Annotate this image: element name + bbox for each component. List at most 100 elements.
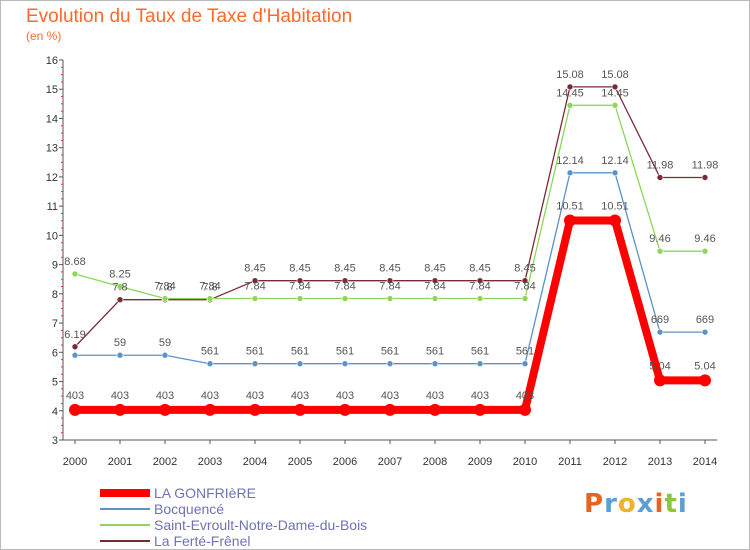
data-label: 8.45 [424,263,445,275]
x-tick-label: 2005 [288,456,312,468]
logo-letter: i [677,489,688,519]
data-point [249,403,261,416]
data-label: 403 [111,390,129,402]
data-label: 5.04 [694,360,715,372]
legend-swatch [100,489,150,497]
legend-label: La Ferté-Frênel [154,533,251,549]
data-point [701,328,709,336]
data-label: 9.46 [649,233,670,245]
y-tick-label: 8 [52,289,58,301]
data-point [71,343,79,351]
y-tick-label: 9 [52,260,58,272]
data-label: 8.45 [379,263,400,275]
legend-swatch [100,524,150,526]
data-label: 5.04 [649,360,670,372]
data-label: 561 [471,346,489,358]
data-label: 403 [156,390,174,402]
data-point [251,295,259,302]
data-point [431,277,439,284]
y-tick-label: 16 [46,55,58,67]
data-point [656,247,664,255]
data-point [161,351,169,359]
y-tick-label: 12 [46,172,58,184]
data-point [611,169,619,177]
x-tick-label: 2009 [468,456,492,468]
data-point [116,296,124,303]
logo-letter: x [636,489,655,519]
data-label: 8.45 [289,263,310,275]
proxiti-logo: Proxiti [584,489,688,519]
data-label: 561 [201,346,219,358]
y-tick-label: 4 [52,406,58,418]
data-point [431,295,439,302]
data-point [564,214,576,227]
legend-swatch [100,508,150,510]
data-label: 7.84 [514,281,535,293]
data-point [341,295,349,302]
chart-title: Evolution du Taux de Taxe d'Habitation [26,6,353,27]
data-label: 14.45 [556,87,584,99]
data-label: 12.14 [601,155,629,167]
data-label: 8.68 [64,256,85,268]
data-label: 7.8 [202,282,217,294]
data-label: 403 [336,390,354,402]
data-label: 8.45 [514,263,535,275]
data-label: 561 [246,346,264,358]
data-label: 669 [696,314,714,326]
x-tick-label: 2011 [558,456,582,468]
data-point [521,277,529,284]
data-label: 7.84 [154,281,175,293]
data-label: 561 [336,346,354,358]
data-point [116,351,124,359]
data-point [114,403,126,416]
x-tick-label: 2002 [153,456,177,468]
data-label: 15.08 [556,69,584,81]
chart-unit: (en %) [26,29,62,43]
data-label: 403 [381,390,399,402]
data-point [206,360,214,368]
data-label: 7.84 [424,281,445,293]
data-label: 7.84 [334,281,355,293]
data-point [69,403,81,416]
data-point [431,360,439,368]
logo-letter: r [604,489,618,519]
data-label: 561 [381,346,399,358]
legend-label: Saint-Evroult-Notre-Dame-du-Bois [154,517,368,533]
data-label: 14.45 [601,87,629,99]
data-point [521,295,529,302]
data-point [429,403,441,416]
x-tick-label: 2010 [513,456,537,468]
data-label: 8.45 [334,263,355,275]
data-label: 8.45 [244,263,265,275]
x-tick-label: 2000 [63,456,87,468]
data-point [474,403,486,416]
legend-swatch [100,540,150,542]
data-point [341,360,349,368]
data-point [251,360,259,368]
logo-letter: o [617,489,637,519]
data-label: 11.98 [647,160,674,172]
data-point [386,277,394,284]
data-point [294,403,306,416]
data-label: 561 [291,346,309,358]
data-label: 15.08 [601,69,629,81]
data-point [476,295,484,302]
data-labels: 403 403 403 403 403 403 403 403 403 403 403 10.51 10… [64,69,718,402]
data-label: 561 [426,346,444,358]
data-point [339,403,351,416]
data-label: 6.19 [64,329,85,341]
data-point [251,277,259,284]
data-label: 403 [471,390,489,402]
data-label: 10.51 [601,200,629,212]
data-label: 9.46 [694,233,715,245]
series-line-0 [71,216,709,414]
x-tick-label: 2001 [108,456,132,468]
data-label: 7.8 [157,282,172,294]
data-point [386,295,394,302]
data-label: 8.25 [109,269,130,281]
y-tick-label: 15 [46,84,58,96]
data-point [566,102,574,109]
data-point [476,360,484,368]
data-point [386,360,394,368]
